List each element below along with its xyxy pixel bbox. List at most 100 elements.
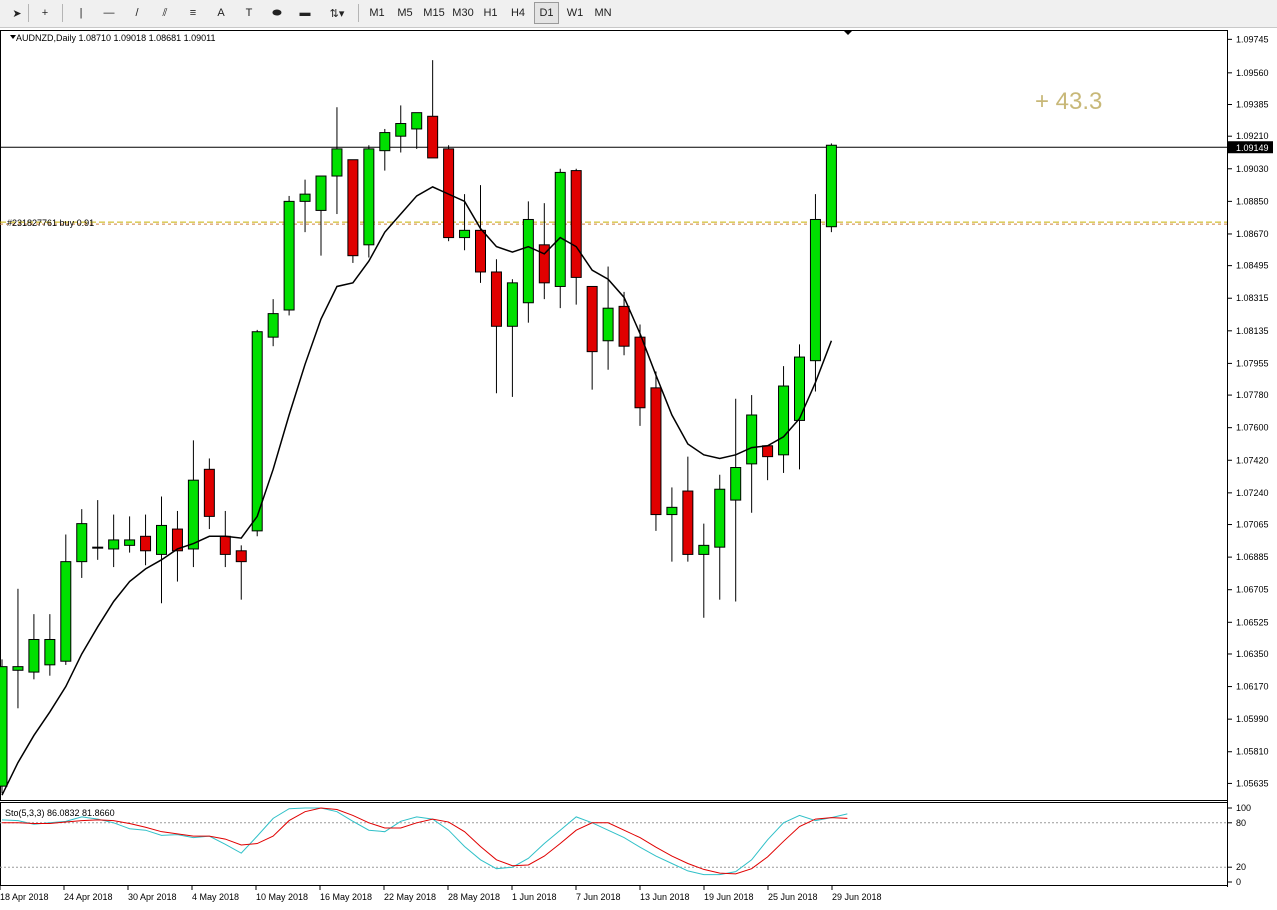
candle-body xyxy=(459,229,471,239)
toolbar-separator xyxy=(28,4,29,22)
crosshair-tool[interactable]: + xyxy=(34,2,56,24)
arrows-tool[interactable]: ⇅▾ xyxy=(322,2,352,24)
candle-body xyxy=(219,535,231,555)
current-price-label: 1.09149 xyxy=(1236,143,1269,153)
candle-body xyxy=(490,271,502,327)
candle xyxy=(698,523,710,618)
candle-body xyxy=(506,282,518,327)
candle xyxy=(618,291,630,356)
price-tick-label: 1.06705 xyxy=(1236,585,1269,595)
date-tick-label: 29 Jun 2018 xyxy=(832,892,882,902)
date-tick-label: 19 Jun 2018 xyxy=(704,892,754,902)
candle-body xyxy=(28,638,40,673)
crosshair-icon: + xyxy=(41,7,49,19)
candle-body xyxy=(315,175,327,211)
candle xyxy=(666,487,678,562)
candle xyxy=(809,194,821,392)
candle xyxy=(682,456,694,562)
candle xyxy=(299,179,311,233)
candle xyxy=(331,107,343,215)
candle-body xyxy=(794,356,805,421)
timeframe-m5-button[interactable]: M5 xyxy=(397,7,413,19)
timeframe-mn-button[interactable]: MN xyxy=(594,7,612,19)
chart-header: AUDNZD,Daily 1.08710 1.09018 1.08681 1.0… xyxy=(16,33,215,43)
candle xyxy=(586,285,598,390)
candle-body xyxy=(730,467,742,501)
candle-body xyxy=(251,331,263,532)
cursor-tool[interactable]: ➤ xyxy=(6,2,28,24)
text-icon: A xyxy=(217,7,225,19)
candle xyxy=(76,509,88,578)
candle-body xyxy=(411,112,423,130)
price-tick-label: 1.06885 xyxy=(1236,552,1269,562)
text-label-icon: T xyxy=(245,7,253,19)
rectangle-icon: ▬ xyxy=(299,7,311,19)
stoch-main-line xyxy=(1,807,848,876)
candle-body xyxy=(44,638,56,666)
candle xyxy=(315,175,327,256)
price-tick-label: 1.07240 xyxy=(1236,488,1269,498)
candle xyxy=(794,344,805,470)
candle xyxy=(156,496,167,604)
chart-shift-marker-icon[interactable] xyxy=(843,30,853,35)
candle-body xyxy=(809,218,821,362)
chart-window[interactable]: 1.09745 1.09560 1.09385 1.09210 1.09030 1.088… xyxy=(0,27,1277,910)
text-tool[interactable]: A xyxy=(210,2,232,24)
price-plot xyxy=(0,60,1227,796)
candle-body xyxy=(475,229,486,273)
text-label-tool[interactable]: T xyxy=(238,2,260,24)
candle xyxy=(395,105,407,153)
candle xyxy=(379,128,391,171)
candle xyxy=(427,60,439,159)
price-tick-label: 1.07065 xyxy=(1236,520,1269,530)
date-tick-label: 18 Apr 2018 xyxy=(0,892,49,902)
price-tick-label: 1.06170 xyxy=(1236,682,1269,692)
chart-canvas[interactable]: 1.09745 1.09560 1.09385 1.09210 1.09030 1.088… xyxy=(0,27,1277,910)
candle-body xyxy=(554,171,566,287)
timeframe-d1-button[interactable]: D1 xyxy=(534,2,559,24)
timeframe-w1-button[interactable]: W1 xyxy=(566,7,584,19)
price-tick-label: 1.07780 xyxy=(1236,390,1269,400)
candle-body xyxy=(746,414,758,465)
order-label[interactable]: #231827761 buy 0.91 xyxy=(7,218,94,228)
timeframe-m30-button[interactable]: M30 xyxy=(452,7,474,19)
candle xyxy=(459,194,471,251)
candle xyxy=(12,588,24,709)
candle-body xyxy=(171,528,183,552)
date-tick-label: 13 Jun 2018 xyxy=(640,892,690,902)
candle xyxy=(267,299,279,347)
fibonacci-icon: ≡ xyxy=(189,7,197,19)
vertical-line-tool[interactable]: | xyxy=(70,2,92,24)
moving-average-line xyxy=(1,186,833,796)
candle xyxy=(108,514,120,568)
date-tick-label: 24 Apr 2018 xyxy=(64,892,113,902)
stochastic-plot xyxy=(0,807,1227,876)
ellipse-tool[interactable]: ⬬ xyxy=(266,2,288,24)
timeframe-m15-button[interactable]: M15 xyxy=(423,7,445,19)
date-axis: 18 Apr 2018 24 Apr 2018 30 Apr 2018 4 May 2… xyxy=(0,886,882,902)
candle xyxy=(251,329,263,537)
timeframe-h1-button[interactable]: H1 xyxy=(483,7,498,19)
horizontal-line-tool[interactable]: — xyxy=(98,2,120,24)
candle-body xyxy=(124,539,136,546)
candle-body xyxy=(203,468,215,517)
date-tick-label: 25 Jun 2018 xyxy=(768,892,818,902)
price-tick-label: 1.08495 xyxy=(1236,261,1269,271)
price-tick-label: 1.09560 xyxy=(1236,68,1269,78)
candle xyxy=(60,534,72,665)
fibonacci-tool[interactable]: ≡ xyxy=(182,2,204,24)
candle-body xyxy=(427,115,439,159)
timeframe-h4-button[interactable]: H4 xyxy=(510,7,526,19)
stoch-tick-label: 100 xyxy=(1236,803,1251,813)
stoch-tick-label: 80 xyxy=(1236,818,1246,828)
equidistant-channel-tool[interactable]: ⫽ xyxy=(154,2,176,24)
candle-body xyxy=(682,490,694,555)
price-tick-label: 1.08315 xyxy=(1236,293,1269,303)
price-tick-label: 1.06525 xyxy=(1236,617,1269,627)
timeframe-m1-button[interactable]: M1 xyxy=(369,7,385,19)
rectangle-tool[interactable]: ▬ xyxy=(294,2,316,24)
trendline-tool[interactable]: / xyxy=(126,2,148,24)
stoch-tick-label: 20 xyxy=(1236,862,1246,872)
candle xyxy=(522,201,534,323)
date-tick-label: 10 May 2018 xyxy=(256,892,308,902)
